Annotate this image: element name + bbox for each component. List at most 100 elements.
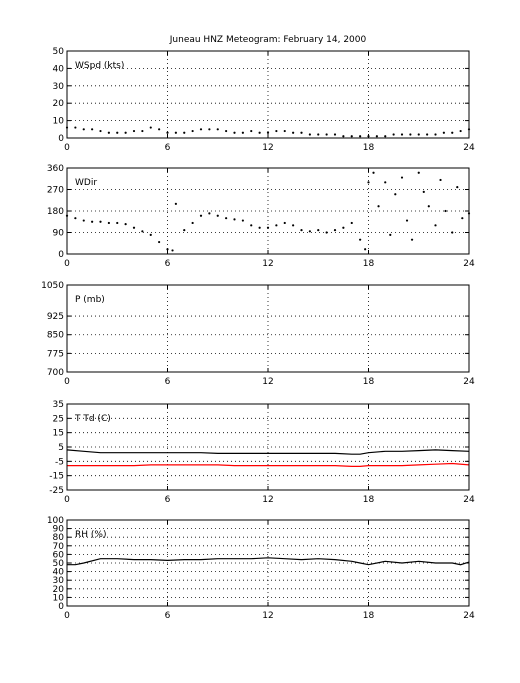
data-point [149,126,152,129]
data-point [333,133,337,136]
y-tick-label: 1050 [41,281,64,291]
data-point [258,226,261,229]
data-point [116,221,119,225]
panel-label: WSpd (kts) [75,61,124,71]
data-point [225,129,228,133]
x-tick-label: 6 [165,611,171,621]
data-point [409,133,412,136]
data-point [427,205,430,208]
data-point [82,128,85,131]
x-tick-label: 18 [363,611,375,621]
data-point [317,229,320,232]
data-point [292,131,295,134]
data-point [459,129,462,133]
figure-title: Juneau HNZ Meteogram: February 14, 2000 [169,35,367,45]
data-point [91,128,94,131]
data-point [233,218,236,221]
data-point [350,135,353,138]
data-point [410,238,414,241]
y-tick-label: 70 [53,542,65,552]
data-point [292,224,295,227]
data-point [258,131,261,134]
panel-wspd: 0 6 12 18 24 0 10 20 30 40 50 WSpd (kts) [53,47,475,153]
data-point [350,221,353,225]
data-point [372,171,375,174]
x-tick-label: 12 [262,495,273,505]
data-point [191,129,194,133]
data-point [359,238,362,241]
y-tick-label: 925 [47,312,64,322]
y-tick-label: 20 [53,99,65,109]
x-tick-label: 24 [463,495,475,505]
data-point [325,231,328,234]
data-point [199,214,203,217]
series-line-1 [67,462,470,467]
panel-temp-dewpoint: 0 6 12 18 24 -25 -15 -5 5 15 25 35 T Td (C) [49,400,475,505]
data-point [158,240,161,244]
y-tick-label: 0 [58,134,64,144]
data-point [225,217,228,220]
data-point [444,209,447,213]
panel-label: P (mb) [75,295,105,305]
data-point [392,133,395,136]
data-point [394,193,397,196]
series-line-0 [66,449,470,455]
data-point [166,248,169,251]
data-point [300,131,303,134]
data-point [250,129,253,133]
x-tick-label: 24 [463,143,475,153]
y-tick-label: 10 [53,593,65,603]
data-point [266,226,270,229]
data-point [275,224,278,227]
data-point [451,131,454,134]
y-tick-label: 5 [58,443,64,453]
data-point [384,181,387,184]
data-point [171,249,174,252]
data-point [91,220,94,223]
x-tick-label: 0 [64,259,70,269]
data-point [132,129,136,133]
data-point [174,202,177,205]
x-tick-label: 12 [262,259,273,269]
data-point [364,248,367,251]
data-point [174,131,177,134]
data-point [426,133,429,136]
data-point [241,131,244,134]
data-point [422,190,425,193]
data-point [183,131,186,134]
data-point [417,171,420,174]
data-point [124,131,127,134]
y-tick-label: 25 [53,414,64,424]
y-tick-label: -15 [49,472,64,482]
panel-wdir: 0 6 12 18 24 0 90 180 270 360 WDir [47,164,475,269]
data-point [82,219,85,222]
data-point [149,233,152,236]
data-point [107,131,110,134]
data-point [300,229,303,232]
data-point [456,186,459,189]
y-tick-label: 40 [53,64,65,74]
panel-label: RH (%) [75,530,106,540]
y-tick-label: 15 [53,429,64,439]
data-point [333,229,337,232]
data-point [216,214,219,217]
data-point [283,221,286,225]
data-point [141,129,144,133]
y-tick-label: 360 [47,164,64,174]
x-tick-label: 12 [262,611,273,621]
data-point [439,178,442,182]
data-point [384,135,387,138]
data-point [141,230,144,233]
data-point [74,126,77,129]
axes-box [66,284,470,373]
data-point [250,224,253,227]
data-point [158,128,161,131]
data-point [275,129,278,133]
data-point [400,176,404,179]
data-point [451,231,454,234]
y-tick-label: 90 [53,525,65,535]
data-point [283,129,286,133]
data-point [241,219,244,222]
x-tick-label: 0 [64,377,70,387]
